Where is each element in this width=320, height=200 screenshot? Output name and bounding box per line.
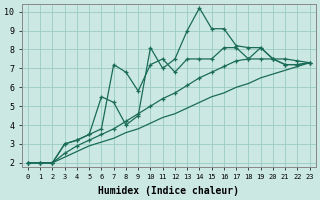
X-axis label: Humidex (Indice chaleur): Humidex (Indice chaleur) [98,186,239,196]
